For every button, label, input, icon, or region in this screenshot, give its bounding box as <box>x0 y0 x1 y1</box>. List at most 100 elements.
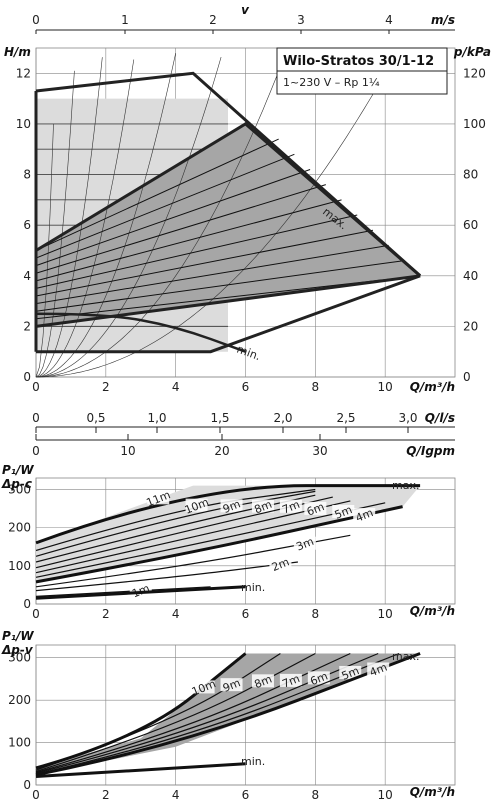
pv-label-bg <box>251 674 274 688</box>
pv-label-7m: 7m <box>280 672 301 691</box>
head-y-tick: 2 <box>23 319 31 333</box>
velocity-axis-unit: m/s <box>431 13 455 27</box>
pc-x-tick: 4 <box>172 607 180 621</box>
chart-title: Wilo-Stratos 30/1-12 <box>283 54 434 69</box>
velocity-tick-4: 4 <box>385 13 393 27</box>
head-y-tick: 0 <box>23 370 31 384</box>
pc-x-tick: 8 <box>312 607 320 621</box>
pv-y-tick: 300 <box>8 651 31 665</box>
head-system-curve <box>35 57 222 378</box>
pc-label-3m: 3m <box>294 535 315 554</box>
power-dpv-fill <box>36 653 421 775</box>
head-x-tick: 0 <box>32 380 40 394</box>
pv-x-tick: 0 <box>32 788 40 800</box>
head-x-label: Q/m³/h <box>410 380 455 394</box>
head-dark-region <box>36 123 421 327</box>
flow-ls-tick-1: 0,5 <box>86 411 105 425</box>
power-dpc-y-label: P₁/W <box>2 463 34 477</box>
pc-label-bg <box>293 536 316 550</box>
pv-label-bg <box>192 680 215 694</box>
power-dpv-mode-label: Δp-v <box>1 643 34 657</box>
pv-label-bg <box>367 662 390 676</box>
pc-label-2m: 2m <box>270 555 291 574</box>
flow-secondary-axes: Q/l/s 0 0,5 1,0 1,5 2,0 2,5 3,0 Q/Igpm 0… <box>32 411 455 458</box>
flow-ls-tick-0: 0 <box>32 411 40 425</box>
head-control-line <box>35 138 279 251</box>
pv-y-tick: 100 <box>8 736 31 750</box>
pc-curve-7m <box>35 496 333 569</box>
pc-curve-8m <box>35 494 316 563</box>
head-dark-bottom-outline <box>35 274 421 328</box>
pc-label-4m: 4m <box>354 506 375 525</box>
head-y-right-tick: 120 <box>463 66 486 80</box>
pc-label-7m: 7m <box>280 498 301 517</box>
pc-y-tick: 100 <box>8 559 31 573</box>
head-x-tick: 4 <box>172 380 180 394</box>
pc-label-6m: 6m <box>305 500 326 519</box>
head-x-tick: 2 <box>102 380 110 394</box>
head-y-right-tick: 0 <box>463 370 471 384</box>
pc-x-tick: 10 <box>378 607 393 621</box>
head-x-tick: 6 <box>242 380 250 394</box>
head-system-curves <box>35 48 400 378</box>
head-system-curve <box>35 70 75 378</box>
pv-curve-9m <box>35 652 281 771</box>
head-y-right-tick: 40 <box>463 269 478 283</box>
power-dpv-lines: 10m 9m 8m 7m 6m 5m 4m <box>35 652 421 778</box>
power-dpc-min-label: min. <box>241 581 265 594</box>
head-y-tick: 12 <box>16 66 31 80</box>
pc-curve-11m <box>35 484 421 545</box>
pc-label-bg <box>251 499 274 513</box>
head-y-right-tick: 80 <box>463 168 478 182</box>
head-x-tick: 10 <box>378 380 393 394</box>
head-control-line <box>35 199 342 282</box>
flow-gpm-tick-3: 30 <box>312 444 327 458</box>
pc-label-bg <box>353 508 376 522</box>
velocity-axis: v m/s 0 1 2 3 4 <box>32 3 455 34</box>
head-control-line <box>35 229 374 297</box>
pv-curve-7m <box>35 652 351 773</box>
head-control-line <box>35 214 358 289</box>
pv-x-tick: 6 <box>242 788 250 800</box>
pc-label-bg <box>304 501 327 515</box>
power-dpv-x-label: Q/m³/h <box>410 785 455 799</box>
pv-label-4m: 4m <box>368 661 389 680</box>
power-dpv-max-label: max. <box>392 650 419 663</box>
pc-x-tick: 0 <box>32 607 40 621</box>
head-control-line <box>35 184 326 274</box>
flow-gpm-tick-1: 10 <box>120 444 135 458</box>
pc-label-bg <box>185 498 208 512</box>
chart-subtitle: 1~230 V – Rp 1¼ <box>283 76 380 89</box>
pc-label-bg <box>269 557 292 571</box>
power-dpc-mode-label: Δp-c <box>1 477 32 491</box>
head-y-tick: 8 <box>23 168 31 182</box>
pv-label-8m: 8m <box>253 672 274 691</box>
pc-curve-3m <box>35 534 351 588</box>
head-dark-top-outline <box>35 122 422 277</box>
velocity-tick-1: 1 <box>121 13 129 27</box>
pv-curve-5m <box>35 652 400 775</box>
pv-label-9m: 9m <box>221 676 242 695</box>
head-control-line <box>35 260 405 312</box>
pv-y-tick: 200 <box>8 693 31 707</box>
pc-y-tick: 300 <box>8 482 31 496</box>
pv-x-tick: 8 <box>312 788 320 800</box>
head-y-tick: 6 <box>23 218 31 232</box>
head-system-curve <box>35 123 54 378</box>
head-y-right-tick: 100 <box>463 117 486 131</box>
pc-y-tick: 200 <box>8 521 31 535</box>
head-y-tick: 4 <box>23 269 31 283</box>
pc-curve-4m <box>35 505 403 584</box>
head-control-line <box>35 153 295 259</box>
flow-gpm-tick-2: 20 <box>214 444 229 458</box>
pv-label-bg <box>339 665 362 679</box>
pc-label-bg <box>147 491 170 505</box>
pv-label-bg <box>307 671 330 685</box>
pc-curve-2m <box>35 561 298 592</box>
velocity-tick-2: 2 <box>209 13 217 27</box>
